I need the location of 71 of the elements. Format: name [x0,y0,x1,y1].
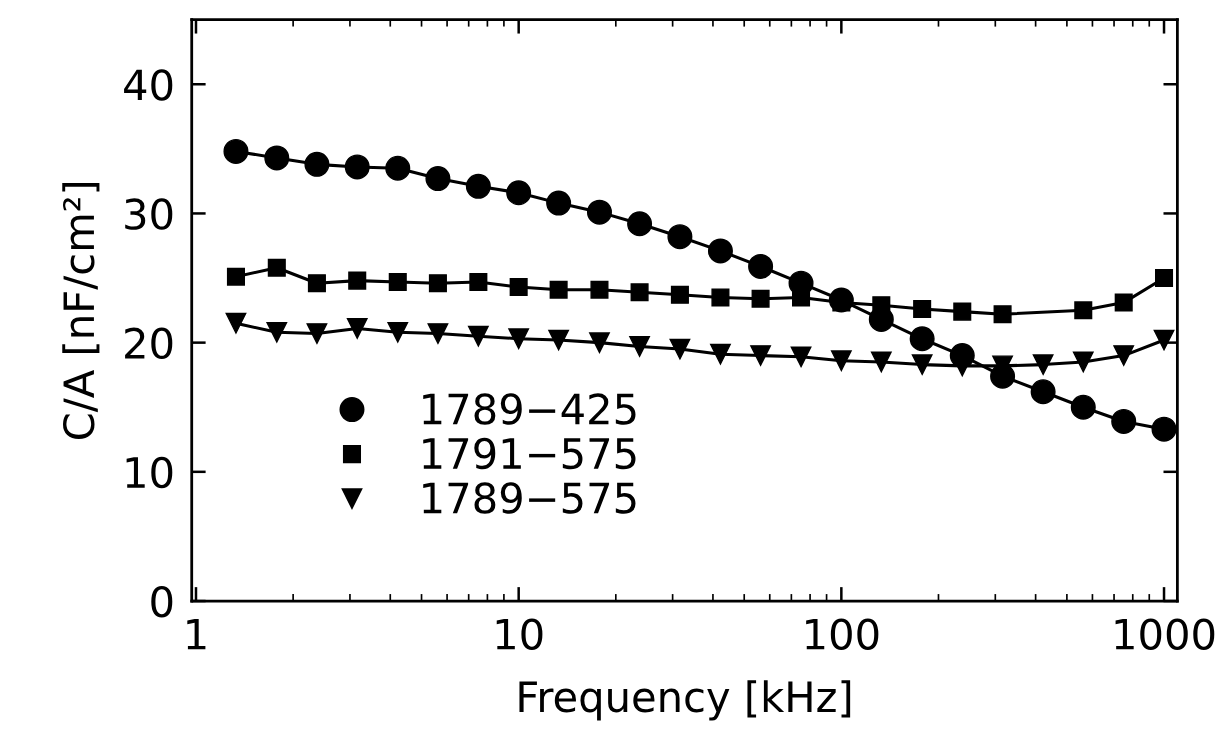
y-tick-label: 0 [151,585,173,618]
point [425,166,451,192]
point [669,338,691,360]
point [546,190,572,216]
point [667,224,693,250]
legend-label: 1789−575 [423,482,636,514]
point [264,145,290,171]
y-tick-label: 30 [125,198,173,230]
point [707,238,733,264]
point [748,253,774,279]
point [1151,416,1177,442]
point [344,154,370,180]
point [306,323,328,345]
x-axis-title: Frequency [kHz] [519,680,851,721]
point [870,351,892,373]
legend-label: 1791−575 [423,437,636,470]
point [830,350,852,372]
point [1113,345,1135,366]
point [304,151,330,177]
point [1072,351,1094,373]
point [670,285,689,304]
y-tick-label: 20 [125,327,173,360]
point [953,302,972,321]
point [307,274,326,293]
y-axis-title: C/A [nF/cm²] [62,182,100,439]
y-tick-label: 10 [126,456,173,489]
point [630,283,649,302]
point [506,180,532,206]
point [913,300,932,319]
point [750,345,772,366]
x-tick-label: 1000 [1115,618,1215,650]
point [790,346,812,368]
point [586,199,612,225]
point [469,272,488,291]
point [1111,408,1137,434]
point [427,323,449,345]
point [711,288,730,307]
point [909,326,935,352]
point [388,272,407,291]
point [1070,394,1096,420]
point [911,354,933,376]
point [508,328,530,350]
point [710,343,731,365]
point [627,211,653,237]
x-tick-label: 10 [496,618,543,650]
x-tick-label: 100 [806,618,879,650]
point [385,155,411,181]
point [428,274,447,293]
point [1030,379,1056,405]
point [226,267,245,286]
point [465,173,491,199]
legend-label: 1789−425 [423,393,636,425]
point [267,258,286,277]
point [1032,354,1054,376]
point [751,289,770,308]
point [467,325,489,347]
x-tick-label: 1 [187,618,206,650]
point [346,318,368,339]
point [266,321,288,343]
point [629,336,651,357]
point [590,280,609,299]
point [589,332,610,354]
point [993,305,1012,324]
point [348,271,367,290]
point [223,138,249,164]
point [387,321,409,343]
point [509,278,528,297]
point [549,280,568,299]
y-tick-label: 40 [124,69,173,101]
point [225,312,247,334]
point [548,329,570,351]
